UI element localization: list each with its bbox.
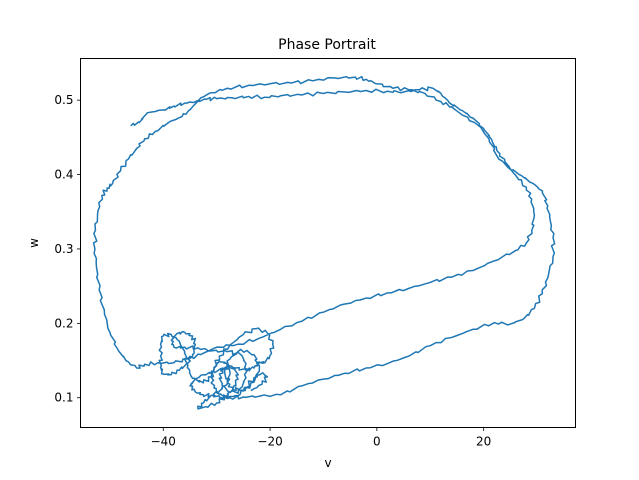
y-tick-label: 0.1	[54, 391, 73, 405]
y-axis: 0.1 0.2 0.3 0.4 0.5	[54, 93, 81, 405]
trajectory-line-0	[92, 75, 556, 410]
chart-title: Phase Portrait	[278, 37, 376, 53]
x-axis-label: v	[324, 456, 331, 470]
x-tick-label: 20	[476, 435, 491, 449]
y-tick-label: 0.5	[54, 93, 73, 107]
x-tick-label: 0	[373, 435, 381, 449]
x-axis: −40 −20 0 20	[151, 427, 491, 449]
x-tick-label: −40	[151, 435, 176, 449]
plot-layer	[92, 75, 556, 410]
x-tick-label: −20	[257, 435, 282, 449]
y-tick-label: 0.4	[54, 168, 73, 182]
y-tick-label: 0.2	[54, 316, 73, 330]
y-axis-label: w	[27, 238, 41, 248]
plot-frame	[80, 58, 576, 428]
y-tick-label: 0.3	[54, 242, 73, 256]
